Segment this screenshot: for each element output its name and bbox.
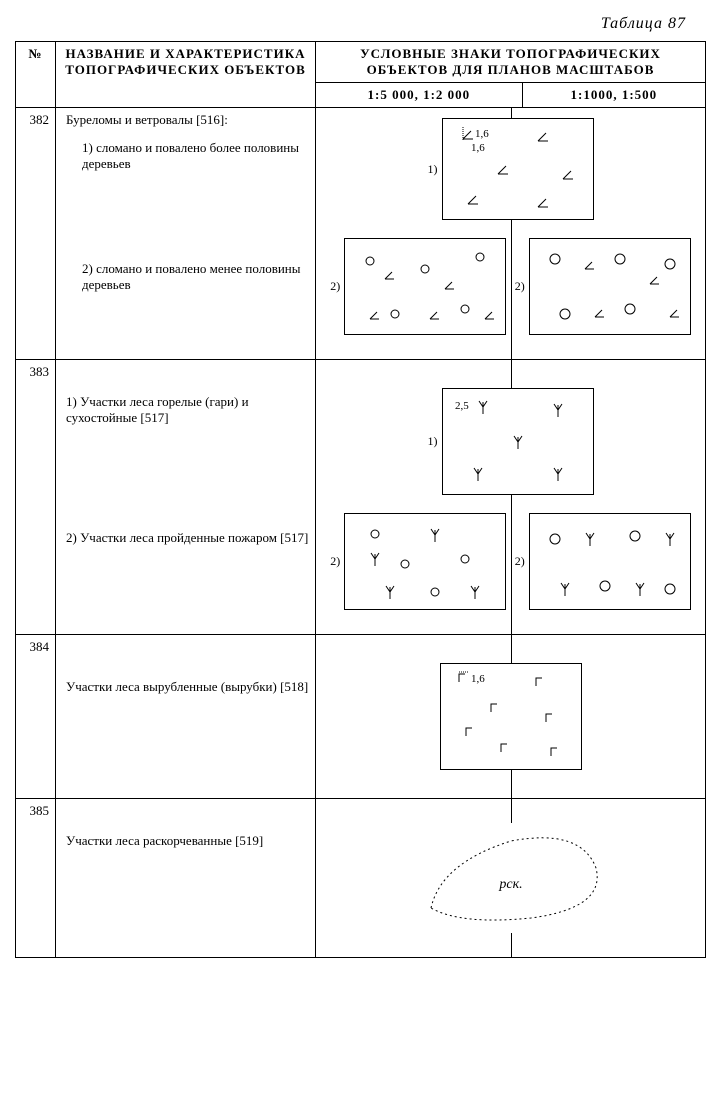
header-scale-a: 1:5 000, 1:2 000 — [316, 83, 523, 108]
row-desc: Участки леса раскорчеванные [519] — [56, 799, 316, 958]
sym-marker: 1) — [428, 434, 438, 449]
svg-text:1,6: 1,6 — [471, 673, 485, 685]
row-num: 383 — [16, 360, 56, 635]
symbol-shape-385: рск. — [411, 823, 611, 933]
desc-sub1: 1) сломано и повалено более половины дер… — [62, 140, 309, 172]
symbol-cell: 1) 1,6 1,6 — [316, 108, 706, 360]
topographic-table: № НАЗВАНИЕ И ХАРАКТЕРИСТИКА ТОПОГРАФИЧЕС… — [15, 41, 706, 958]
row-desc: 1) Участки леса горелые (гари) и сухосто… — [56, 360, 316, 635]
symbol-box-382-1: 1,6 1,6 — [442, 118, 594, 220]
row-desc: Участки леса вырубленные (вырубки) [518] — [56, 635, 316, 799]
symbol-cell: рск. — [316, 799, 706, 958]
desc-sub1: 1) Участки леса горелые (гари) и сухосто… — [62, 394, 309, 426]
table-row: 382 Буреломы и ветровалы [516]: 1) слома… — [16, 108, 706, 360]
row-desc: Буреломы и ветровалы [516]: 1) сломано и… — [56, 108, 316, 360]
header-symbols: УСЛОВНЫЕ ЗНАКИ ТОПОГРАФИЧЕСКИХ ОБЪЕКТОВ … — [316, 42, 706, 83]
svg-text:1,6: 1,6 — [471, 142, 485, 154]
desc-sub2: 2) сломано и повалено менее половины дер… — [62, 261, 309, 293]
header-num: № — [16, 42, 56, 108]
sym-marker: 1) — [428, 162, 438, 177]
desc-title: Буреломы и ветровалы [516]: — [62, 112, 309, 128]
table-caption: Таблица 87 — [15, 15, 706, 33]
symbol-box-383-1: 2,5 — [442, 388, 594, 495]
header-scale-b: 1:1000, 1:500 — [522, 83, 705, 108]
symbol-box-383-2b — [529, 513, 691, 610]
sym-marker: 2) — [330, 279, 340, 294]
table-row: 385 Участки леса раскорчеванные [519] рс… — [16, 799, 706, 958]
symbol-box-384: 1,6 — [440, 663, 582, 770]
symbol-cell: 1,6 — [316, 635, 706, 799]
sym-marker: 2) — [515, 279, 525, 294]
table-row: 383 1) Участки леса горелые (гари) и сух… — [16, 360, 706, 635]
symbol-box-382-2a — [344, 238, 506, 335]
row-num: 382 — [16, 108, 56, 360]
row-num: 385 — [16, 799, 56, 958]
svg-text:1,6: 1,6 — [475, 128, 489, 140]
symbol-box-383-2a — [344, 513, 506, 610]
svg-text:2,5: 2,5 — [455, 400, 469, 412]
row-num: 384 — [16, 635, 56, 799]
symbol-cell: 1) 2,5 — [316, 360, 706, 635]
sym-marker: 2) — [515, 554, 525, 569]
header-name: НАЗВАНИЕ И ХАРАКТЕРИСТИКА ТОПОГРАФИЧЕСКИ… — [56, 42, 316, 108]
symbol-box-382-2b — [529, 238, 691, 335]
sym-marker: 2) — [330, 554, 340, 569]
desc-sub2: 2) Участки леса пройденные пожаром [517] — [62, 530, 309, 546]
desc-title: Участки леса раскорчеванные [519] — [62, 833, 309, 849]
desc-title: Участки леса вырубленные (вырубки) [518] — [62, 679, 309, 695]
svg-text:рск.: рск. — [498, 877, 522, 892]
table-row: 384 Участки леса вырубленные (вырубки) [… — [16, 635, 706, 799]
